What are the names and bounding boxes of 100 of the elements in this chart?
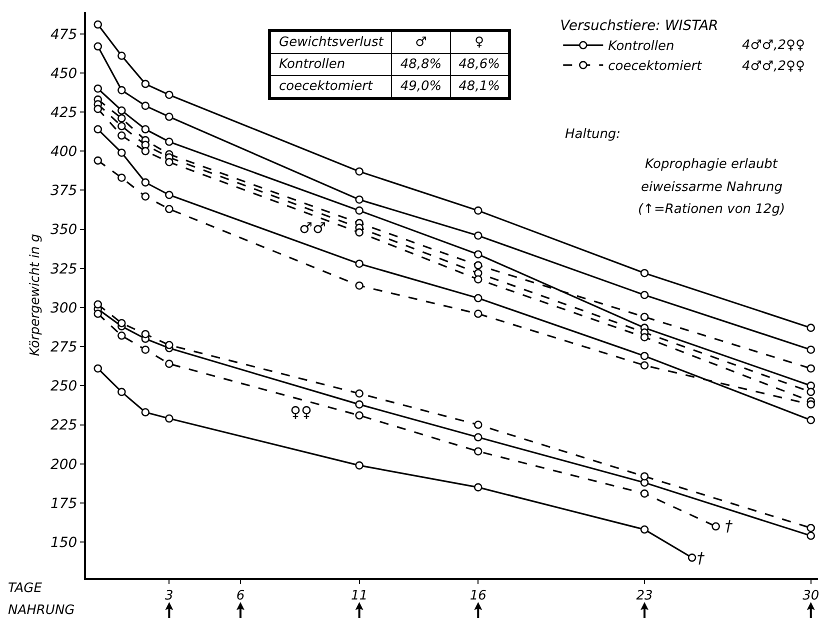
point (640, 352, 649, 360)
point (355, 281, 364, 290)
legend-label: coecektomiert (608, 59, 703, 74)
point (355, 206, 364, 215)
point (141, 80, 150, 88)
point (355, 411, 364, 420)
annotation: Gewichtsverlust (270, 30, 392, 54)
point (165, 90, 174, 100)
point (640, 472, 649, 481)
point (806, 364, 816, 373)
point (474, 231, 482, 240)
point (806, 346, 816, 354)
point (118, 332, 126, 340)
y-tick-label: 200 (50, 456, 78, 473)
y-tick-label: 425 (50, 104, 78, 121)
point (474, 275, 482, 284)
y-tick-label: 300 (50, 300, 78, 316)
point (165, 112, 174, 121)
point (355, 195, 364, 204)
point (474, 206, 482, 215)
point (806, 324, 816, 332)
annotation: 49,0% (392, 76, 450, 98)
x-tick-label: 23 (636, 588, 653, 604)
point (94, 104, 102, 114)
point (355, 260, 364, 268)
point (355, 461, 364, 470)
annotation: 48,1% (450, 76, 510, 98)
x-tick-label: 3 (165, 588, 174, 604)
point (141, 125, 150, 134)
point (118, 174, 126, 182)
point (165, 138, 174, 146)
x-tick-label: 6 (236, 588, 245, 604)
point (118, 122, 126, 130)
point (94, 84, 102, 93)
point (141, 147, 150, 156)
annotation: ♀♀ (290, 403, 312, 421)
annotation: Koprophagie erlaubt (645, 157, 778, 172)
point (94, 364, 102, 373)
annotation: ♀ (450, 30, 510, 54)
point (165, 204, 174, 214)
y-tick-label: 450 (50, 66, 78, 82)
point (806, 532, 816, 540)
annotation: Kontrollen (270, 54, 392, 76)
point (118, 52, 126, 60)
point (165, 158, 174, 166)
point (118, 388, 126, 396)
x-tick-label: 11 (351, 588, 368, 604)
point (806, 388, 816, 396)
text: TAGE (8, 581, 43, 596)
point (118, 318, 126, 328)
point (94, 156, 102, 165)
annotation: ♂♂ (299, 219, 326, 237)
y-axis-title: Körpergewicht in g (28, 234, 43, 356)
y-tick-label: 150 (50, 534, 78, 551)
point (94, 20, 102, 29)
point (141, 346, 150, 354)
point (165, 190, 174, 200)
point (94, 125, 102, 134)
point (165, 340, 174, 350)
point (118, 86, 126, 94)
y-tick-label: 400 (50, 144, 78, 160)
legend-label: Kontrollen (608, 39, 674, 54)
point (165, 360, 174, 368)
point (118, 131, 126, 140)
annotation: (↑=Rationen von 12g) (638, 202, 786, 217)
point (141, 192, 150, 201)
y-tick-label: 350 (50, 222, 78, 238)
point (474, 294, 482, 302)
point (640, 525, 649, 534)
point (474, 261, 482, 270)
point (640, 361, 649, 370)
annotation: † (725, 517, 733, 535)
annotation: ♂ (392, 30, 450, 54)
annotation: 4♂♂,2♀♀ (742, 38, 806, 53)
point (806, 400, 816, 409)
point (118, 148, 126, 157)
point (355, 167, 364, 176)
point (640, 333, 649, 342)
point (474, 433, 482, 442)
y-tick-label: 275 (50, 340, 78, 356)
point (141, 178, 150, 187)
point (474, 483, 482, 492)
annotation: 48,6% (450, 54, 510, 76)
annotation: eiweissarme Nahrung (641, 180, 783, 195)
point (640, 489, 649, 498)
point (355, 400, 364, 409)
x-tick-label: 16 (470, 588, 486, 604)
point (474, 447, 482, 456)
x-tick-label: 30 (802, 588, 820, 604)
point (712, 522, 720, 531)
point (118, 106, 126, 115)
annotation: coecektomiert (270, 76, 392, 98)
point (640, 290, 649, 300)
point (141, 102, 150, 110)
y-tick-label: 175 (50, 496, 78, 512)
point (474, 420, 482, 429)
point (94, 300, 102, 309)
annotation: † (697, 549, 705, 567)
point (118, 114, 126, 122)
point (94, 310, 102, 318)
